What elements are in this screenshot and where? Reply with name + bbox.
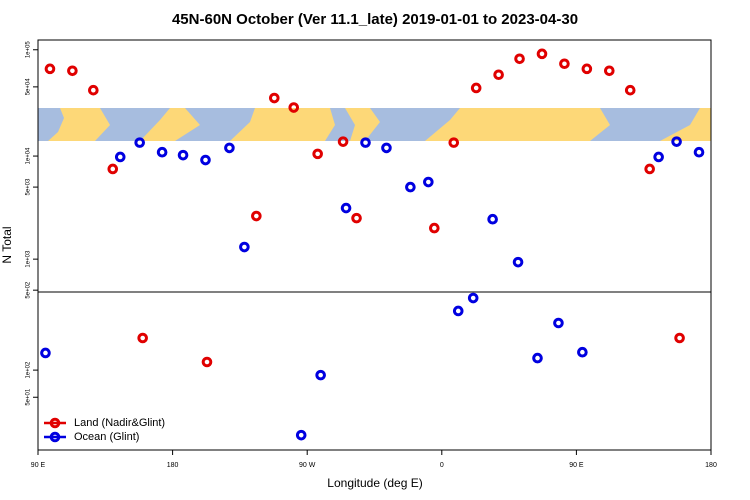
y-tick-label: 5e+04 bbox=[26, 78, 32, 96]
marker bbox=[268, 92, 280, 104]
marker bbox=[315, 369, 326, 381]
legend-label: Ocean (Glint) bbox=[74, 431, 139, 443]
marker bbox=[201, 356, 213, 368]
y-axis-label: N Total bbox=[0, 226, 14, 263]
legend-marker bbox=[49, 417, 61, 429]
legend-marker bbox=[49, 431, 61, 443]
marker bbox=[405, 181, 416, 193]
marker bbox=[693, 146, 705, 158]
marker bbox=[487, 213, 498, 225]
marker bbox=[177, 149, 189, 161]
marker bbox=[67, 65, 78, 77]
x-tick-label: 90 E bbox=[31, 462, 46, 469]
marker bbox=[674, 332, 685, 344]
marker bbox=[559, 58, 570, 70]
marker bbox=[671, 136, 682, 147]
marker bbox=[452, 305, 464, 317]
marker bbox=[200, 154, 211, 166]
y-tick-label: 1e+04 bbox=[26, 147, 32, 165]
marker bbox=[295, 429, 307, 441]
marker bbox=[577, 346, 588, 358]
marker bbox=[381, 142, 392, 154]
marker bbox=[423, 176, 434, 188]
marker bbox=[536, 48, 548, 60]
legend-label: Land (Nadir&Glint) bbox=[74, 417, 165, 429]
marker bbox=[137, 332, 148, 344]
marker bbox=[114, 151, 126, 163]
x-axis-label: Longitude (deg E) bbox=[327, 476, 422, 490]
marker bbox=[448, 137, 460, 148]
chart-title: 45N-60N October (Ver 11.1_late) 2019-01-… bbox=[172, 11, 578, 28]
marker bbox=[653, 151, 664, 163]
marker bbox=[312, 148, 323, 160]
marker bbox=[251, 210, 262, 222]
marker bbox=[644, 163, 655, 175]
x-tick-label: 90 W bbox=[299, 462, 316, 469]
x-tick-label: 0 bbox=[440, 462, 444, 469]
marker bbox=[156, 146, 168, 158]
marker bbox=[553, 317, 564, 329]
marker bbox=[470, 82, 482, 94]
marker bbox=[493, 69, 504, 81]
x-tick-label: 90 E bbox=[569, 462, 584, 469]
marker bbox=[134, 137, 145, 148]
marker bbox=[512, 256, 524, 268]
x-tick-label: 180 bbox=[167, 462, 179, 469]
marker bbox=[581, 63, 593, 75]
marker bbox=[351, 212, 362, 224]
y-tick-label: 1e+02 bbox=[26, 361, 32, 379]
marker bbox=[224, 142, 235, 154]
x-tick-label: 180 bbox=[705, 462, 717, 469]
marker bbox=[107, 163, 119, 175]
marker bbox=[340, 202, 352, 214]
marker bbox=[337, 136, 349, 147]
marker bbox=[44, 63, 56, 75]
marker bbox=[514, 53, 525, 65]
marker bbox=[88, 84, 99, 96]
marker bbox=[532, 352, 543, 364]
marker bbox=[288, 102, 300, 113]
map-band bbox=[38, 108, 711, 141]
plot-frame bbox=[37, 39, 712, 451]
marker bbox=[360, 137, 371, 148]
y-tick-label: 5e+03 bbox=[26, 178, 32, 196]
y-tick-label: 5e+02 bbox=[26, 281, 32, 299]
marker bbox=[604, 65, 615, 77]
y-tick-label: 5e+01 bbox=[26, 388, 32, 406]
y-tick-label: 1e+03 bbox=[26, 250, 32, 268]
marker bbox=[429, 222, 440, 234]
marker bbox=[239, 241, 250, 253]
y-tick-label: 1e+05 bbox=[26, 41, 32, 59]
marker bbox=[624, 84, 636, 96]
marker bbox=[467, 292, 479, 304]
marker bbox=[40, 347, 51, 359]
